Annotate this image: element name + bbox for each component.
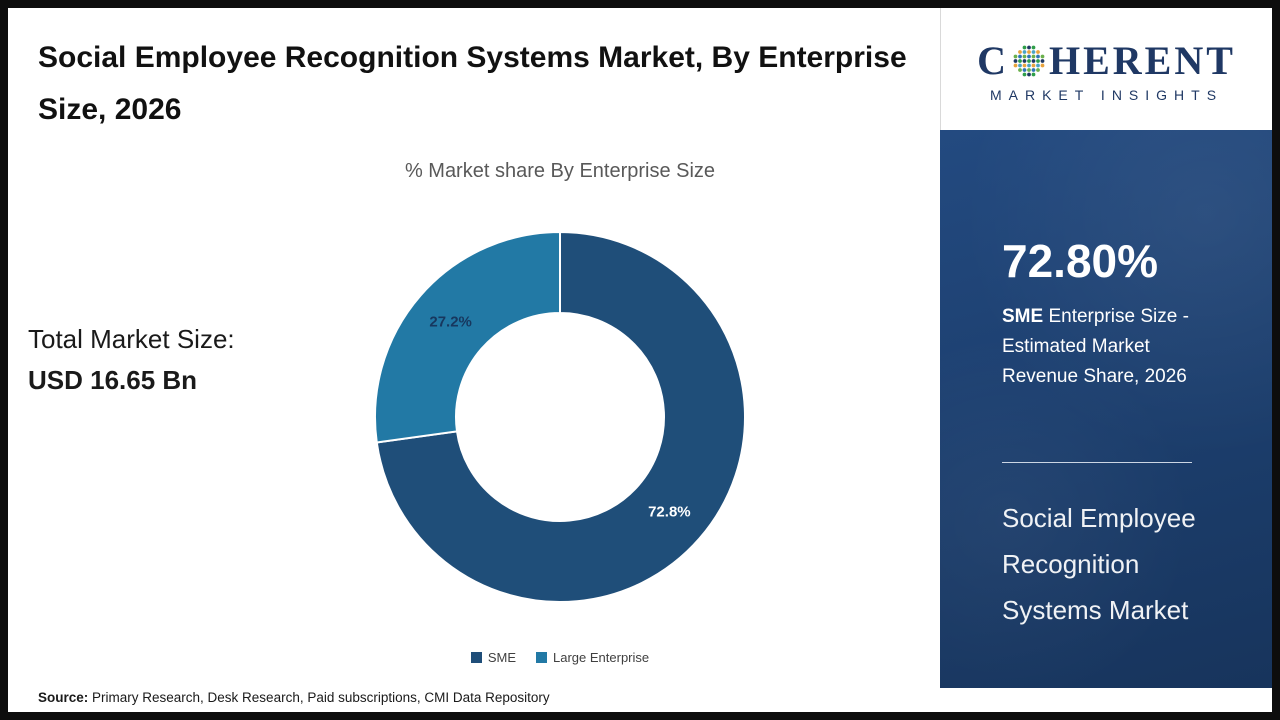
logo-globe-icon	[1011, 43, 1047, 79]
legend-item-sme: SME	[470, 650, 517, 665]
total-market-size-label: Total Market Size:	[28, 324, 235, 354]
chart-subtitle: % Market share By Enterprise Size	[404, 160, 716, 182]
legend-swatch-icon	[470, 652, 482, 663]
brand-wordmark: C HERENT	[977, 41, 1236, 81]
page-title: Social Employee Recognition Systems Mark…	[38, 41, 907, 126]
legend-label: SME	[487, 650, 517, 665]
slice-data-label: 27.2%	[429, 313, 472, 331]
infographic-canvas: Social Employee Recognition Systems Mark…	[8, 8, 1272, 712]
legend-item-large-enterprise: Large Enterprise	[536, 650, 649, 665]
chart-legend: SME Large Enterprise	[370, 650, 750, 665]
brand-subtitle: MARKET INSIGHTS	[989, 87, 1224, 103]
donut-chart: 72.8% 27.2%	[370, 227, 750, 607]
donut-slice-sme	[375, 230, 746, 603]
legend-label: Large Enterprise	[553, 650, 650, 665]
source-text: Primary Research, Desk Research, Paid su…	[88, 690, 550, 705]
sidebar-divider	[1002, 462, 1192, 463]
sidebar: 72.80% SME Enterprise Size - Estimated M…	[940, 130, 1272, 688]
legend-swatch-icon	[536, 652, 548, 663]
brand-letters-rest: HERENT	[1048, 38, 1236, 83]
source-line: Source: Primary Research, Desk Research,…	[38, 690, 550, 705]
total-market-size-block: Total Market Size: USD 16.65 Bn	[28, 324, 235, 396]
highlight-description: SME Enterprise Size - Estimated Market R…	[1002, 302, 1220, 392]
donut-chart-svg	[374, 230, 746, 603]
donut-slice-large-enterprise	[374, 230, 561, 444]
highlight-percentage: 72.80%	[1002, 235, 1159, 287]
brand-letter-c: C	[977, 38, 1009, 83]
slice-data-label: 72.8%	[648, 503, 691, 521]
highlight-description-bold: SME	[1002, 306, 1044, 327]
sidebar-market-name: Social Employee Recognition Systems Mark…	[1002, 503, 1196, 625]
total-market-size-value: USD 16.65 Bn	[28, 365, 198, 395]
source-label: Source:	[38, 690, 89, 705]
highlight-description-rest: Enterprise Size - Estimated Market Reven…	[1002, 306, 1189, 387]
logo-area: C HERENT MARKET INSIGHTS	[940, 8, 1272, 130]
